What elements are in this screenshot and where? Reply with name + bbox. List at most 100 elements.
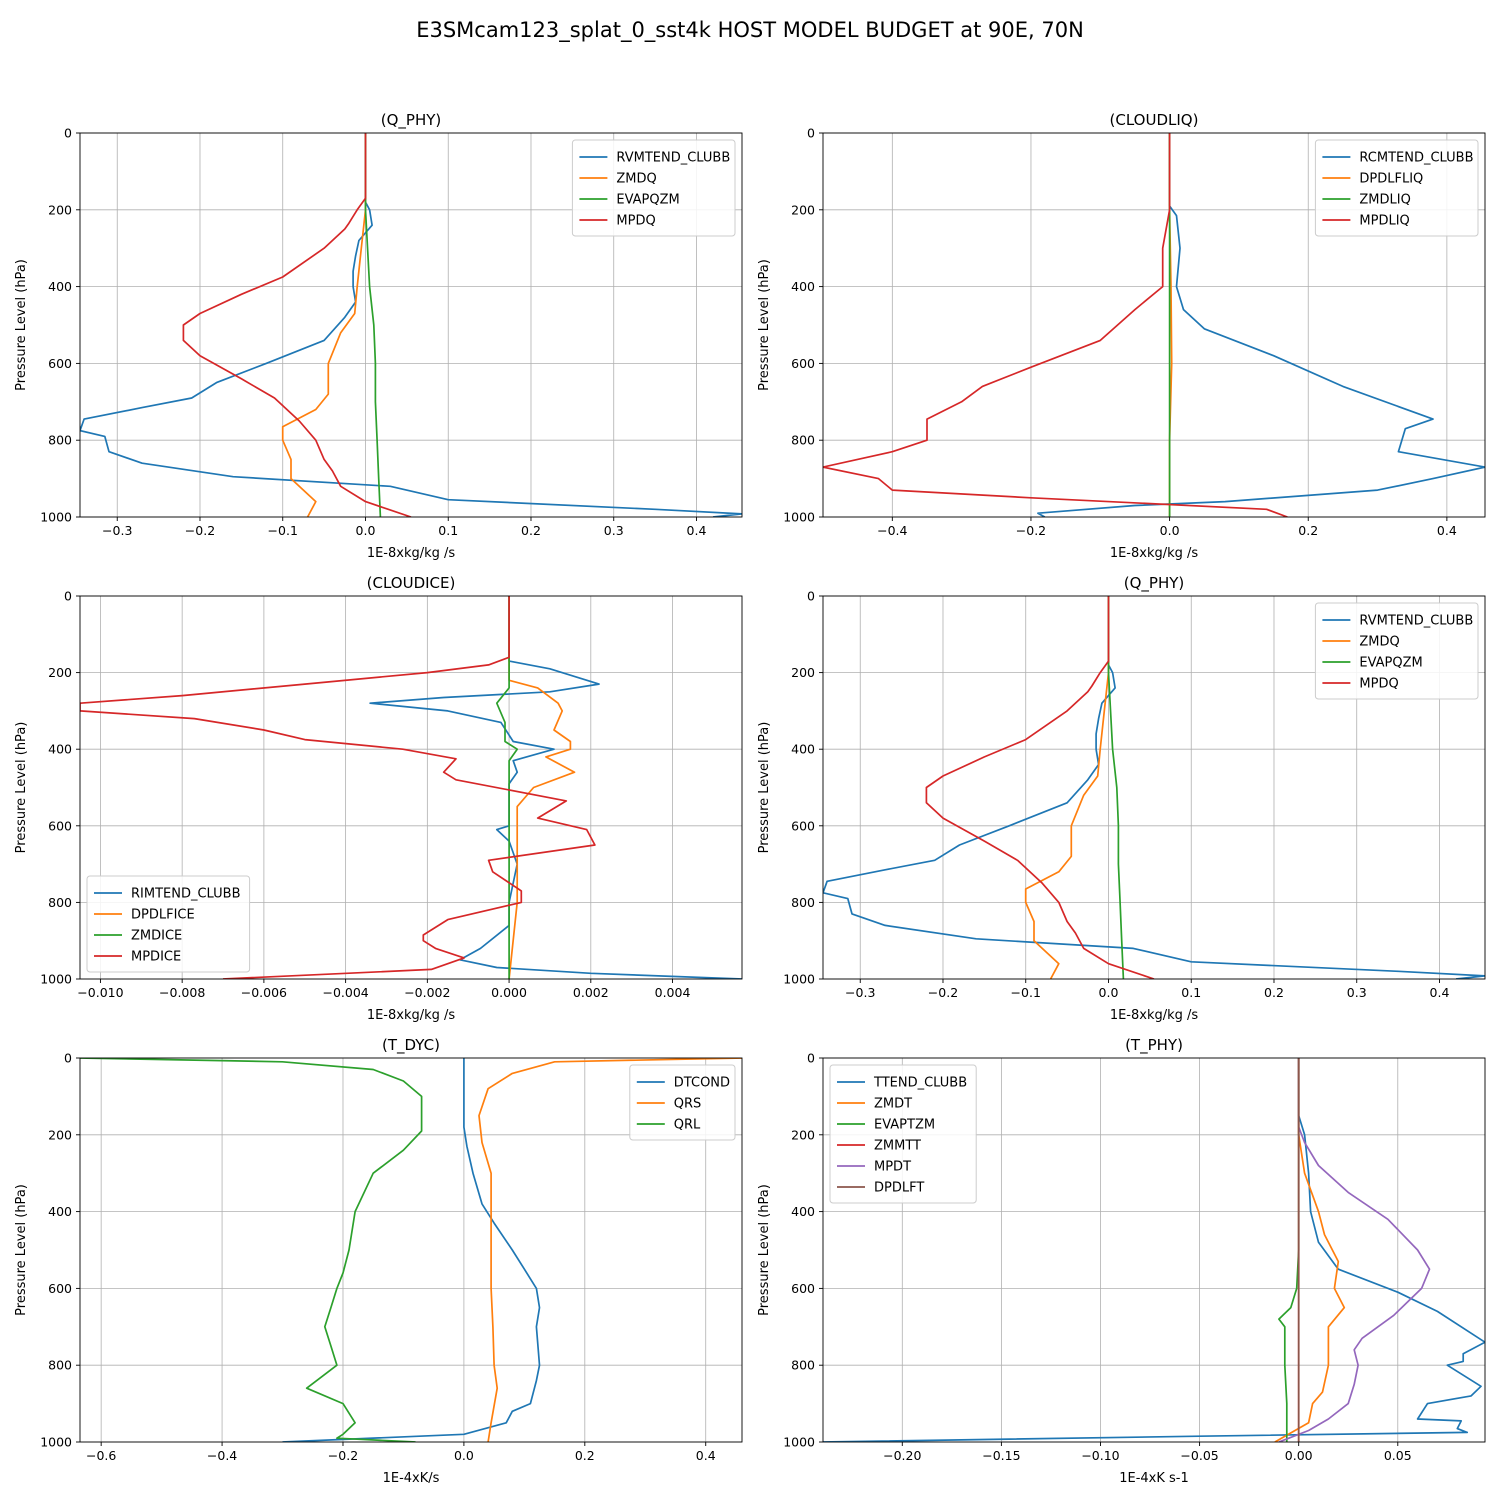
x-tick-label: 0.0: [356, 523, 376, 538]
legend: RCMTEND_CLUBB DPDLFLIQ ZMDLIQ MPDLIQ: [1314, 139, 1479, 237]
legend-label: MPDQ: [616, 214, 655, 229]
chart-title: (Q_PHY): [1124, 574, 1185, 593]
legend-box: [1314, 139, 1479, 237]
series-line-ttend_clubb: [823, 1058, 1485, 1442]
y-axis-label: Pressure Level (hPa): [14, 259, 29, 391]
y-axis-label: Pressure Level (hPa): [14, 722, 29, 854]
legend-label: MPDLIQ: [1359, 214, 1409, 229]
x-tick-label: −0.2: [1016, 523, 1046, 538]
y-tick-label: 1000: [783, 972, 815, 987]
chart-panel-2: −0.4 −0.2 0.0 0.2 0.4 0 200 400 600 800 1000 (CLOUD…: [757, 111, 1486, 561]
series-line-dtcond: [282, 1058, 541, 1442]
x-tick-label: −0.004: [322, 985, 368, 1000]
x-axis-label: 1E-8xkg/kg /s: [367, 546, 456, 561]
plot-frame: [822, 595, 1486, 980]
x-tick-label: −0.20: [883, 1448, 921, 1463]
plot-frame: [79, 1057, 743, 1443]
x-tick-label: −0.2: [328, 1448, 358, 1463]
x-tick-label: 0.1: [1181, 985, 1201, 1000]
y-tick-label: 1000: [40, 972, 72, 987]
y-tick-label: 800: [791, 1358, 815, 1373]
y-tick-label: 200: [48, 1127, 72, 1142]
legend-label: ZMDICE: [131, 929, 182, 944]
x-tick-label: 0.3: [604, 523, 624, 538]
series-line-rcmtend_clubb: [1037, 133, 1485, 517]
x-axis-label: 1E-8xkg/kg /s: [1110, 1008, 1199, 1023]
y-axis-label: Pressure Level (hPa): [14, 1184, 29, 1316]
y-tick-label: 0: [807, 589, 815, 604]
y-tick-label: 200: [791, 665, 815, 680]
y-tick-label: 200: [48, 202, 72, 217]
x-tick-label: 0.2: [1264, 985, 1284, 1000]
x-tick-label: 0.4: [1437, 523, 1457, 538]
x-tick-label: −0.4: [207, 1448, 237, 1463]
y-tick-label: 1000: [783, 510, 815, 525]
series-line-mpdq: [182, 133, 412, 517]
legend-label: RVMTEND_CLUBB: [616, 151, 730, 166]
legend-label: DPDLFT: [874, 1181, 924, 1196]
series-group: [80, 596, 742, 979]
y-tick-label: 200: [791, 1127, 815, 1142]
series-line-mpdice: [80, 596, 596, 979]
y-tick-label: 600: [48, 356, 72, 371]
y-tick-label: 1000: [783, 1435, 815, 1450]
x-tick-label: −0.1: [268, 523, 298, 538]
x-tick-label: 0.3: [1347, 985, 1367, 1000]
legend-label: MPDQ: [1359, 677, 1398, 692]
x-tick-label: −0.006: [241, 985, 287, 1000]
legend-label: ZMDQ: [616, 172, 656, 187]
legend-label: ZMDQ: [1359, 635, 1399, 650]
x-tick-label: 0.2: [1298, 523, 1318, 538]
y-tick-label: 1000: [40, 510, 72, 525]
y-axis-label: Pressure Level (hPa): [757, 722, 772, 854]
x-tick-label: −0.3: [102, 523, 132, 538]
y-tick-label: 800: [48, 1358, 72, 1373]
series-line-evapqzm: [364, 133, 382, 517]
legend: RVMTEND_CLUBB ZMDQ EVAPQZM MPDQ: [1314, 602, 1479, 700]
y-axis-label: Pressure Level (hPa): [757, 1184, 772, 1316]
x-tick-label: −0.4: [877, 523, 907, 538]
legend-box: [829, 1064, 977, 1204]
x-tick-label: −0.10: [1081, 1448, 1119, 1463]
x-tick-label: 0.0: [1160, 523, 1180, 538]
y-tick-label: 0: [64, 589, 72, 604]
series-line-mpdliq: [823, 133, 1288, 517]
x-tick-label: −0.05: [1180, 1448, 1218, 1463]
legend-box: [629, 1064, 736, 1141]
chart-panel-4: −0.3 −0.2 −0.1 0.0 0.1 0.2 0.3 0.4 0 200 400 600 800…: [757, 574, 1486, 1023]
legend-label: DPDLFICE: [131, 908, 195, 923]
y-tick-label: 0: [807, 126, 815, 141]
y-tick-label: 0: [807, 1051, 815, 1066]
chart-panel-6: −0.20 −0.15 −0.10 −0.05 0.00 0.05 0 200 400 600 80…: [757, 1036, 1486, 1486]
legend-label: ZMDT: [874, 1097, 912, 1112]
y-tick-label: 400: [791, 742, 815, 757]
chart-panel-5: −0.6 −0.4 −0.2 0.0 0.2 0.4 0 200 400 600 800 1000 (T…: [14, 1036, 743, 1486]
series-line-mpdt: [1278, 1058, 1431, 1442]
x-axis-label: 1E-4xK s-1: [1119, 1471, 1189, 1486]
series-line-zmdq: [281, 133, 367, 517]
x-tick-label: −0.008: [159, 985, 205, 1000]
legend-label: EVAPTZM: [874, 1118, 935, 1133]
legend-label: DTCOND: [674, 1076, 730, 1091]
x-tick-label: 0.000: [491, 985, 527, 1000]
x-tick-label: 0.4: [696, 1448, 716, 1463]
x-axis-label: 1E-8xkg/kg /s: [1110, 546, 1199, 561]
x-tick-label: 0.0: [1099, 985, 1119, 1000]
x-tick-label: −0.6: [86, 1448, 116, 1463]
figure-title: E3SMcam123_splat_0_sst4k HOST MODEL BUDG…: [416, 18, 1084, 43]
legend-label: EVAPQZM: [1359, 656, 1422, 671]
legend-box: [1314, 602, 1479, 700]
legend: TTEND_CLUBB ZMDT EVAPTZM ZMMTT MPDT DPDLFT: [829, 1064, 977, 1204]
y-tick-label: 600: [791, 1281, 815, 1296]
legend: RIMTEND_CLUBB DPDLFICE ZMDICE MPDICE: [86, 875, 251, 973]
series-line-rvmtend_clubb: [823, 596, 1485, 979]
x-tick-label: 0.4: [687, 523, 707, 538]
legend-box: [571, 139, 736, 237]
chart-title: (Q_PHY): [381, 111, 442, 130]
series-group: [823, 133, 1485, 517]
y-tick-label: 0: [64, 1051, 72, 1066]
plot-frame: [79, 132, 743, 518]
legend-label: EVAPQZM: [616, 193, 679, 208]
